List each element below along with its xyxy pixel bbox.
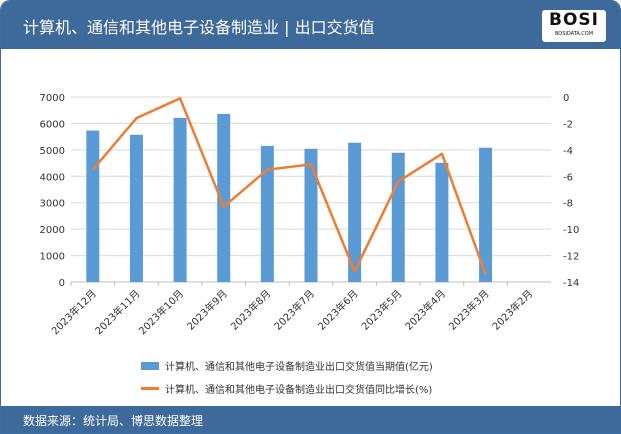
- x-tick-label: 2023年11月: [92, 287, 142, 337]
- bar: [173, 117, 187, 282]
- logo: BOSI BOSIDATA.COM: [542, 10, 606, 42]
- left-tick-label: 1000: [40, 252, 65, 263]
- left-tick-label: 5000: [40, 146, 65, 157]
- page-title: 计算机、通信和其他电子设备制造业 | 出口交货值: [23, 18, 375, 37]
- left-tick-label: 2000: [40, 225, 65, 236]
- bar: [217, 113, 231, 283]
- legend-swatch-line: [141, 387, 159, 390]
- x-tick-label: 2023年7月: [271, 287, 317, 333]
- left-tick-label: 3000: [40, 199, 65, 210]
- legend-swatch-bar: [141, 361, 159, 370]
- left-tick-label: 7000: [40, 93, 65, 104]
- growth-line: [91, 97, 487, 275]
- bar: [129, 134, 143, 282]
- x-tick-label: 2023年5月: [359, 287, 405, 333]
- right-tick-label: -12: [563, 252, 579, 263]
- logo-subtext: BOSIDATA.COM: [554, 31, 594, 37]
- x-tick-label: 2023年3月: [446, 287, 492, 333]
- bar: [86, 130, 100, 282]
- right-tick-label: -8: [563, 199, 573, 210]
- bar: [435, 162, 449, 282]
- bar: [304, 148, 318, 282]
- logo-text: BOSI: [549, 10, 599, 30]
- x-tick-label: 2023年8月: [228, 287, 274, 333]
- legend-item-bar: 计算机、通信和其他电子设备制造业出口交货值当期值(亿元): [141, 358, 433, 373]
- legend-label-bar: 计算机、通信和其他电子设备制造业出口交货值当期值(亿元): [165, 362, 433, 373]
- data-source: 数据来源：统计局、博思数据整理: [23, 414, 204, 428]
- footer-bar: 数据来源：统计局、博思数据整理: [1, 406, 620, 433]
- left-tick-label: 0: [59, 278, 65, 289]
- bar: [479, 147, 493, 282]
- right-tick-label: 0: [563, 93, 569, 104]
- right-tick-label: -10: [563, 225, 579, 236]
- left-tick-label: 6000: [40, 119, 65, 130]
- right-tick-label: -14: [563, 278, 579, 289]
- bar: [391, 152, 405, 282]
- x-tick-label: 2023年6月: [315, 287, 361, 333]
- bar: [348, 142, 362, 282]
- legend-item-line: 计算机、通信和其他电子设备制造业出口交货值同比增长(%): [141, 381, 432, 396]
- x-tick-label: 2023年12月: [49, 287, 99, 337]
- x-tick-label: 2023年4月: [402, 287, 448, 333]
- legend-label-line: 计算机、通信和其他电子设备制造业出口交货值同比增长(%): [165, 385, 433, 396]
- right-tick-label: -6: [563, 172, 573, 183]
- left-tick-label: 4000: [40, 172, 65, 183]
- x-tick-label: 2023年10月: [136, 287, 186, 337]
- x-tick-label: 2023年9月: [184, 287, 230, 333]
- bar: [260, 145, 274, 282]
- chart: 0 1000 2000 3000 4000 5000 6000 7000 0 -2 -4 -6 -8 -1…: [40, 93, 580, 337]
- header-bar: 计算机、通信和其他电子设备制造业 | 出口交货值 BOSI BOSIDATA.C…: [1, 1, 620, 49]
- right-tick-label: -2: [563, 119, 573, 130]
- right-tick-label: -4: [563, 146, 573, 157]
- x-tick-label: 2023年2月: [489, 287, 535, 333]
